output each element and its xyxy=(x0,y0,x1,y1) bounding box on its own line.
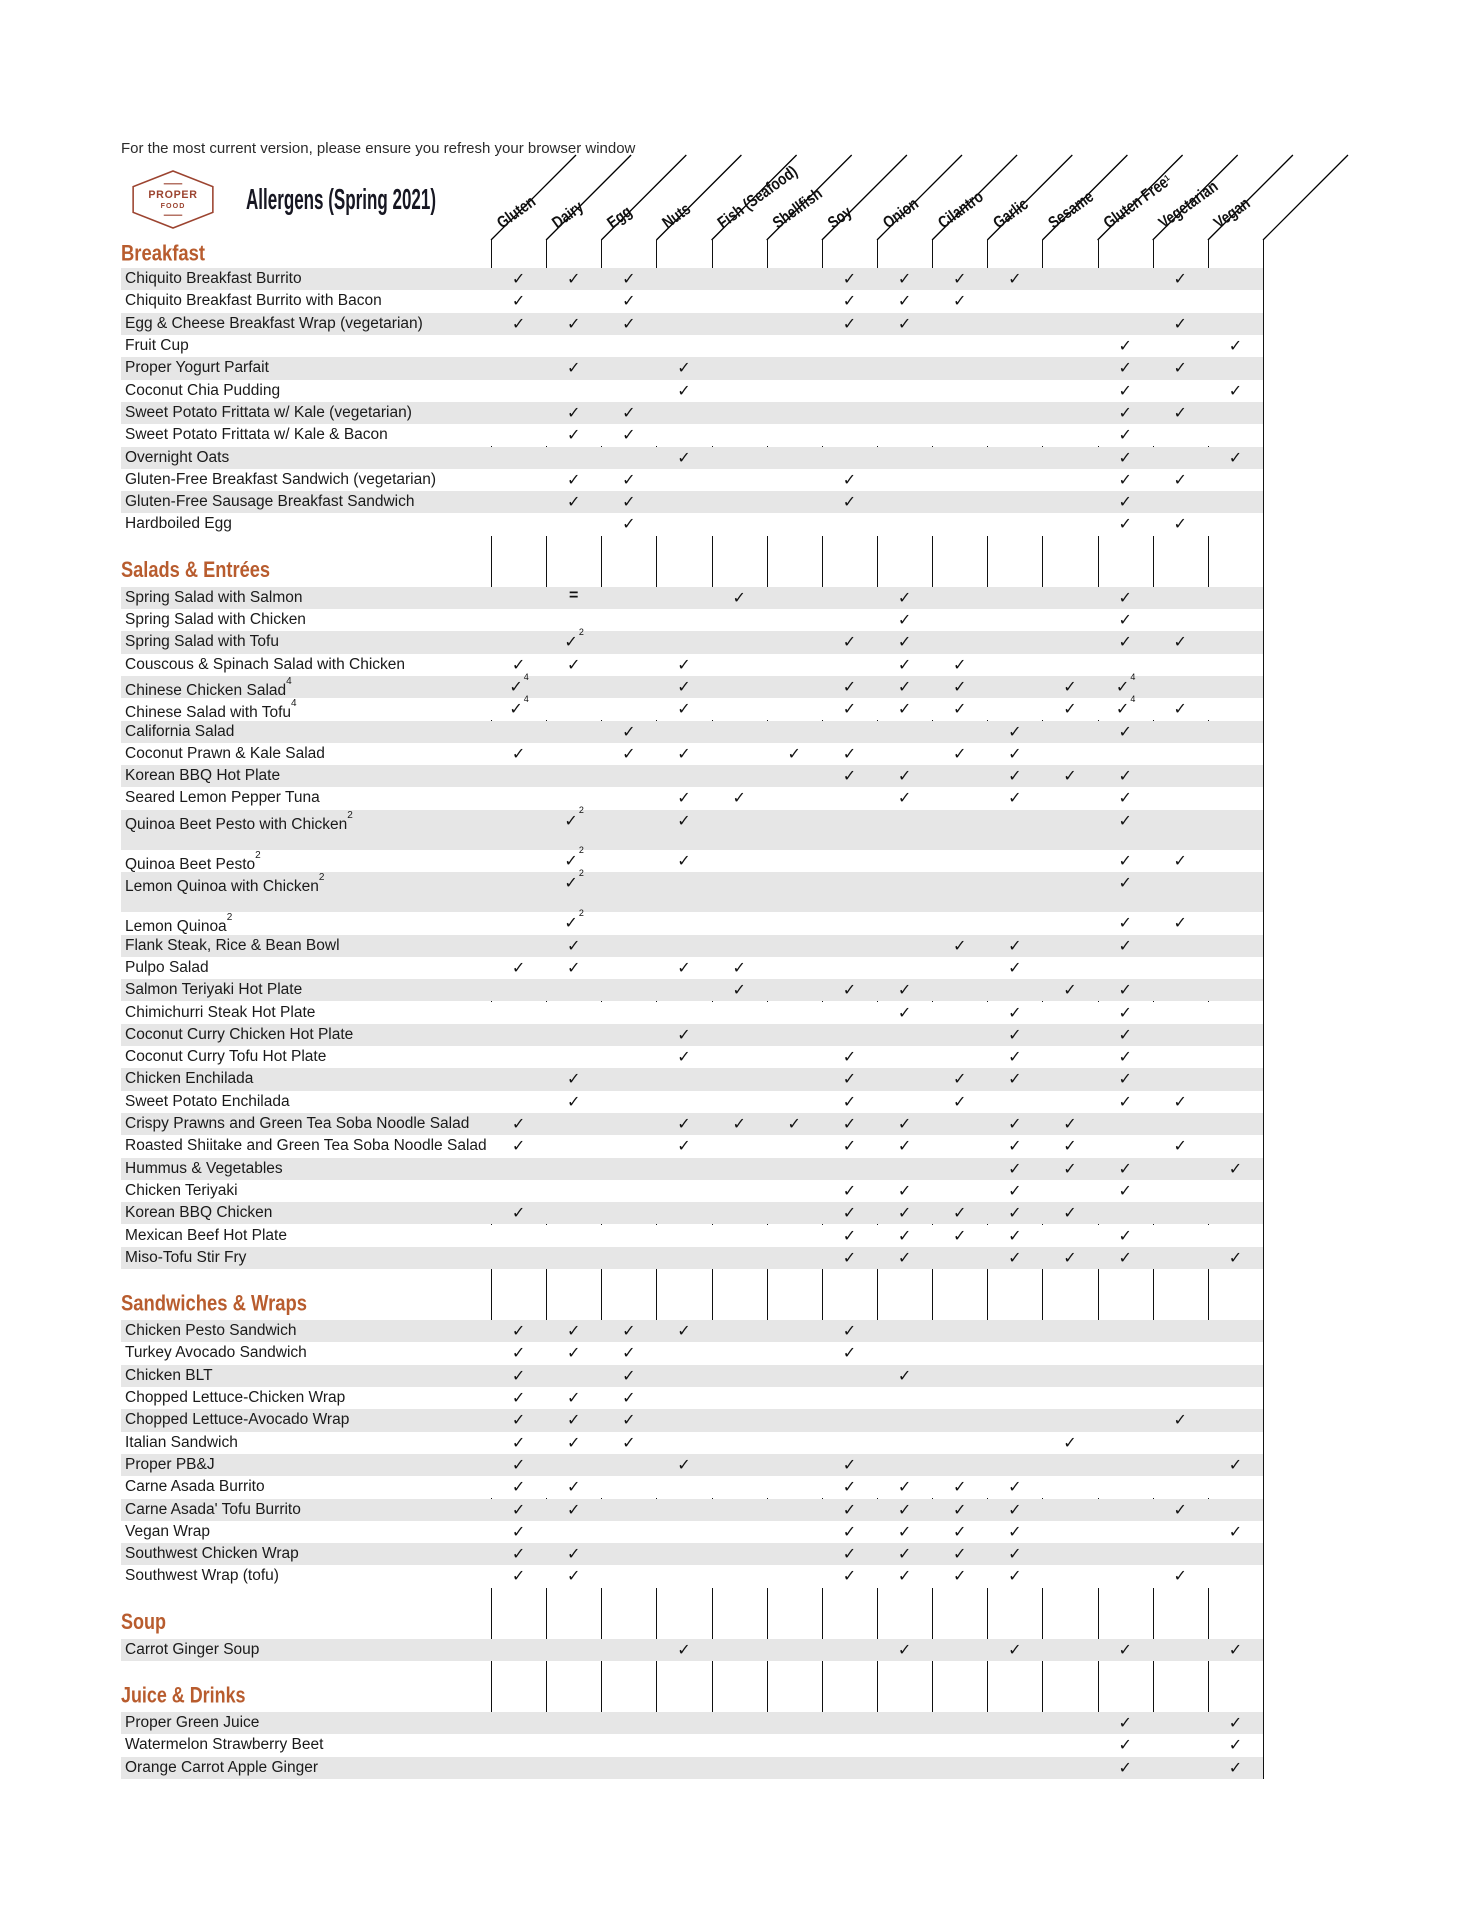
svg-text:Breakfast: Breakfast xyxy=(121,241,206,266)
svg-text:Sandwiches & Wraps: Sandwiches & Wraps xyxy=(121,1291,307,1316)
svg-text:Soup: Soup xyxy=(121,1609,166,1634)
svg-text:Juice & Drinks: Juice & Drinks xyxy=(121,1683,246,1708)
svg-text:Salads & Entrées: Salads & Entrées xyxy=(121,557,270,582)
